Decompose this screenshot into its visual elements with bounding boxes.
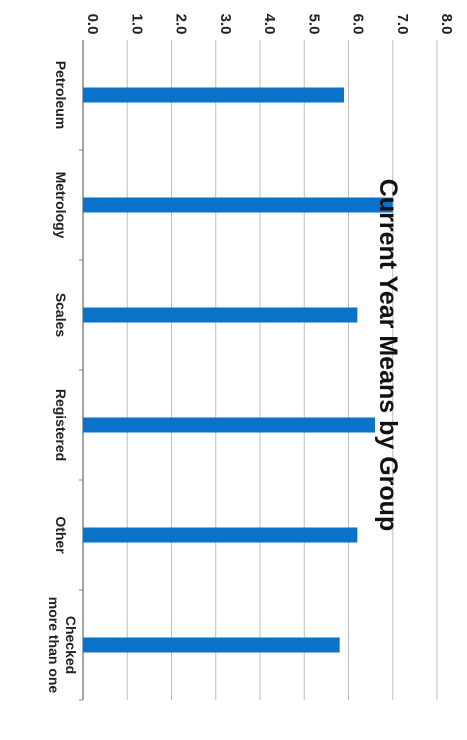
- tick-label-3: 3.0: [217, 14, 234, 35]
- category-label-metrology: Metrology: [53, 172, 69, 239]
- chart-title: Current Year Means by Group: [374, 179, 402, 531]
- chart-title-group: Current Year Means by Group: [374, 179, 402, 531]
- tick-label-5: 5.0: [305, 14, 322, 35]
- bar-metrology: [83, 197, 393, 213]
- bar-scales: [83, 307, 358, 323]
- tick-label-1: 1.0: [128, 14, 145, 35]
- category-label-registered: Registered: [53, 389, 69, 461]
- category-label-petroleum: Petroleum: [53, 61, 69, 129]
- tick-label-0: 0.0: [84, 14, 101, 35]
- tick-label-4: 4.0: [261, 14, 278, 35]
- tick-label-7: 7.0: [394, 14, 411, 35]
- bar-checked-more-than-one: [83, 637, 340, 653]
- bar-other: [83, 527, 358, 543]
- bar-petroleum: [83, 87, 345, 103]
- value-axis-ticks: 0.0 1.0 2.0 3.0 4.0 5.0 6.0 7.0 8.0: [84, 14, 455, 35]
- category-label-checked-more-than-one: Checkedmore than one: [46, 597, 79, 694]
- tick-label-2: 2.0: [173, 14, 190, 35]
- bar-registered: [83, 417, 376, 433]
- category-axis-labels: Petroleum Metrology Scales Registered Other C…: [46, 61, 79, 694]
- category-label-scales: Scales: [53, 293, 69, 338]
- gridlines: [79, 40, 438, 701]
- bars: [83, 87, 393, 653]
- tick-label-6: 6.0: [350, 14, 367, 35]
- tick-label-8: 8.0: [438, 14, 455, 35]
- category-label-other: Other: [53, 516, 69, 554]
